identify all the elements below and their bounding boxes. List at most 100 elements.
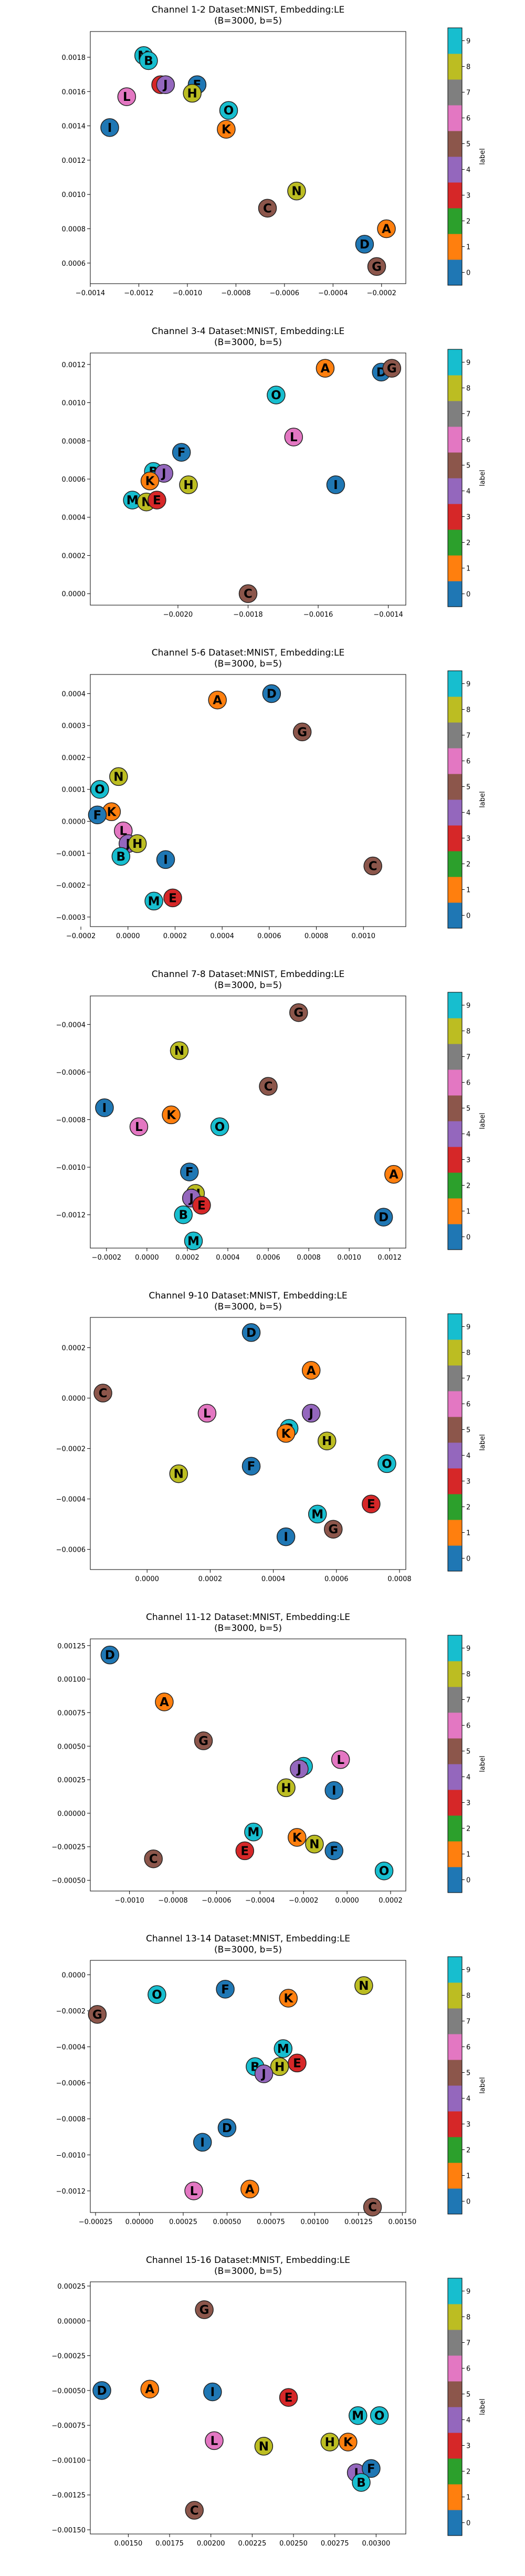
data-point <box>100 118 119 137</box>
chart-title: Channel 11-12 Dataset:MNIST, Embedding:L… <box>146 1612 350 1623</box>
colorbar-tick-label: 2 <box>466 1182 470 1190</box>
data-point-label: L <box>190 2185 198 2198</box>
data-point-label: H <box>275 2060 285 2074</box>
y-tick-label: 0.0003 <box>62 722 86 730</box>
data-point-label: F <box>185 1166 194 1179</box>
colorbar-frame <box>447 1635 463 1893</box>
x-tick-label: −0.0014 <box>76 289 105 297</box>
data-point-label: K <box>292 1831 302 1845</box>
data-point-label: I <box>108 121 112 135</box>
data-point-label: G <box>293 1006 303 1020</box>
x-tick-label: 0.00275 <box>321 2540 349 2548</box>
colorbar-tick-label: 5 <box>466 2070 470 2078</box>
y-tick-label: −0.00150 <box>51 2527 86 2535</box>
colorbar-segment <box>448 2188 462 2215</box>
data-point <box>301 1361 321 1380</box>
x-tick-label: −0.0018 <box>233 611 262 619</box>
colorbar-label: label <box>479 2077 487 2093</box>
data-point-label: N <box>174 1044 184 1058</box>
data-point-label: C <box>369 860 377 874</box>
colorbar-segment <box>448 2510 462 2536</box>
colorbar-segment <box>448 877 462 903</box>
colorbar-segment <box>448 2381 462 2407</box>
colorbar-segment <box>448 1635 462 1661</box>
data-point <box>324 1520 343 1539</box>
data-point <box>363 2197 382 2217</box>
data-point <box>117 87 136 106</box>
colorbar-tick-label: 8 <box>466 1349 470 1357</box>
data-point-label: D <box>360 238 370 252</box>
colorbar-segment <box>448 452 462 479</box>
data-point-label: E <box>240 1844 249 1858</box>
x-tick-label: −0.0004 <box>318 289 348 297</box>
data-point <box>92 2381 111 2400</box>
data-point-label: G <box>328 1523 338 1536</box>
y-tick-label: −0.0004 <box>56 1021 86 1029</box>
data-point <box>324 1841 343 1861</box>
data-point-label: D <box>105 1649 115 1663</box>
x-tick-label: 0.00100 <box>300 2218 329 2226</box>
data-point <box>292 722 312 742</box>
data-point-label: K <box>284 1992 293 2006</box>
x-tick-label: 0.00175 <box>155 2540 184 2548</box>
colorbar-tick-label: 4 <box>466 167 470 174</box>
colorbar-tick-label: 6 <box>466 1401 470 1409</box>
data-point-label: C <box>149 1853 158 1866</box>
colorbar-tick-label: 4 <box>466 2095 470 2103</box>
data-point-label: B <box>117 850 126 864</box>
data-point <box>254 2437 274 2456</box>
data-point-label: B <box>356 2476 366 2490</box>
data-point <box>274 2039 293 2058</box>
y-tick-label: −0.0008 <box>56 2116 86 2124</box>
colorbar-tick-label: 8 <box>466 385 470 393</box>
data-point-label: A <box>160 1696 169 1709</box>
data-point-label: O <box>94 783 105 797</box>
colorbar-segment <box>448 54 462 80</box>
x-tick-label: 0.00225 <box>238 2540 266 2548</box>
colorbar-segment <box>448 28 462 54</box>
colorbar-tick-label: 9 <box>466 38 470 46</box>
data-point <box>377 219 396 238</box>
y-tick-label: −0.00075 <box>51 2422 86 2430</box>
y-tick-label: −0.0002 <box>56 1446 86 1453</box>
colorbar-tick-label: 6 <box>466 437 470 444</box>
colorbar-tick-label: 9 <box>466 1967 470 1975</box>
colorbar-segment <box>448 79 462 106</box>
chart-subtitle: (B=3000, b=5) <box>214 1302 282 1312</box>
colorbar-tick-label: 6 <box>466 1079 470 1087</box>
y-tick-label: −0.0012 <box>56 1212 86 1220</box>
colorbar-frame <box>447 670 463 929</box>
colorbar-tick-label: 1 <box>466 1208 470 1216</box>
y-tick-label: 0.0001 <box>62 786 86 794</box>
data-point-label: C <box>263 202 272 215</box>
colorbar-segment <box>448 504 462 530</box>
colorbar-segment <box>448 748 462 774</box>
colorbar-segment <box>448 1790 462 1816</box>
data-point-label: A <box>307 1364 316 1378</box>
y-tick-label: −0.0010 <box>56 1164 86 1172</box>
colorbar-segment <box>448 1339 462 1366</box>
data-point <box>235 1841 255 1861</box>
y-tick-label: −0.0004 <box>56 2044 86 2052</box>
colorbar-segment <box>448 1815 462 1842</box>
x-tick-label: 0.0012 <box>377 1254 402 1262</box>
data-point <box>180 1162 199 1181</box>
colorbar-segment <box>448 182 462 209</box>
colorbar-segment <box>448 555 462 581</box>
chart-title: Channel 15-16 Dataset:MNIST, Embedding:L… <box>146 2255 350 2266</box>
colorbar-tick-label: 2 <box>466 218 470 226</box>
data-point <box>258 199 277 218</box>
colorbar-tick-label: 0 <box>466 1877 470 1885</box>
x-tick-label: 0.0006 <box>257 932 281 940</box>
colorbar-label: label <box>479 1113 487 1129</box>
y-tick-label: −0.00125 <box>51 2492 86 2500</box>
y-tick-label: 0.0012 <box>62 361 86 369</box>
data-point <box>144 1849 163 1868</box>
colorbar-segment <box>448 427 462 453</box>
colorbar-tick-label: 5 <box>466 2391 470 2399</box>
colorbar-tick-label: 7 <box>466 89 470 97</box>
colorbar-tick-label: 8 <box>466 64 470 71</box>
data-point <box>339 2433 358 2452</box>
colorbar-tick-label: 5 <box>466 784 470 792</box>
